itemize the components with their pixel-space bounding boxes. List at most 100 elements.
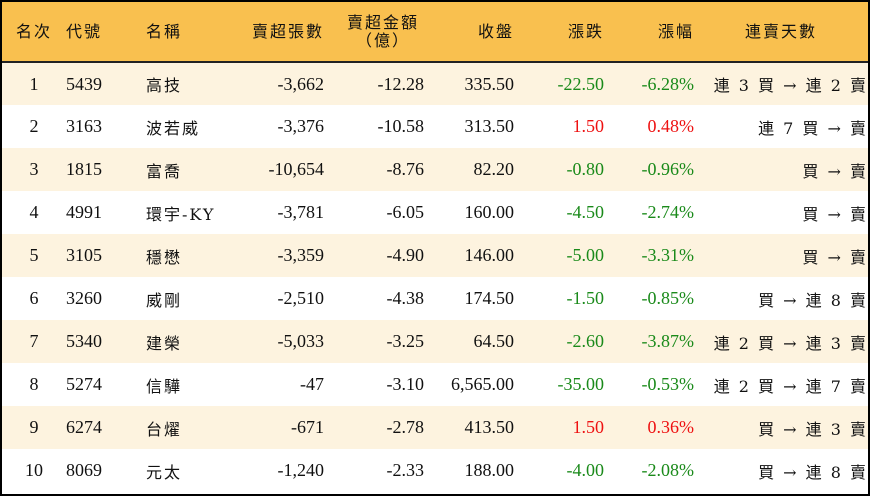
cell-net-sell-amount: -3.25 — [386, 331, 425, 351]
cell-change-pct: -6.28% — [641, 73, 695, 94]
cell-net-sell-amount: -8.76 — [386, 159, 425, 179]
cell-net-sell-lots: -3,376 — [277, 116, 325, 136]
cell-change: 1.50 — [572, 417, 605, 437]
table-row[interactable]: 7 5340 建榮 -5,033 -3.25 64.50 -2.60 -3.87… — [2, 320, 868, 363]
cell-net-sell-lots: -3,781 — [277, 202, 325, 222]
cell-streak: 買 → 連 3 賣 — [758, 419, 868, 439]
cell-streak: 買 → 賣 — [802, 204, 868, 224]
cell-name: 威剛 — [146, 290, 183, 310]
header-change-pct: 漲幅 — [604, 2, 694, 63]
cell-name: 信驊 — [146, 376, 183, 396]
cell-close: 82.20 — [473, 159, 515, 179]
table-row[interactable]: 8 5274 信驊 -47 -3.10 6,565.00 -35.00 -0.5… — [2, 363, 868, 406]
cell-rank: 3 — [29, 159, 39, 179]
table-row[interactable]: 10 8069 元太 -1,240 -2.33 188.00 -4.00 -2.… — [2, 449, 868, 492]
cell-rank: 2 — [29, 116, 39, 136]
cell-name: 元太 — [146, 462, 183, 482]
cell-change: -4.00 — [566, 460, 605, 480]
header-net-sell-lots: 賣超張數 — [234, 2, 324, 63]
cell-code: 5439 — [66, 73, 102, 94]
cell-change-pct: -2.08% — [641, 460, 695, 480]
table-row[interactable]: 2 3163 波若威 -3,376 -10.58 313.50 1.50 0.4… — [2, 105, 868, 148]
cell-rank: 4 — [29, 202, 39, 222]
cell-code: 8069 — [66, 460, 102, 480]
cell-code: 5274 — [66, 374, 102, 394]
header-rank: 名次 — [2, 2, 66, 63]
cell-change-pct: 0.36% — [647, 417, 695, 437]
cell-code: 4991 — [66, 202, 102, 222]
cell-close: 413.50 — [464, 417, 515, 437]
table-row[interactable]: 4 4991 環宇-KY -3,781 -6.05 160.00 -4.50 -… — [2, 191, 868, 234]
cell-net-sell-amount: -4.38 — [386, 288, 425, 308]
cell-net-sell-amount: -12.28 — [377, 73, 425, 94]
cell-streak: 連 7 買 → 賣 — [758, 118, 868, 138]
cell-change: -2.60 — [566, 331, 605, 351]
cell-net-sell-lots: -671 — [291, 417, 324, 437]
cell-close: 146.00 — [464, 245, 515, 265]
cell-rank: 7 — [29, 331, 39, 351]
cell-net-sell-amount: -3.10 — [386, 374, 425, 394]
table-row[interactable]: 6 3260 威剛 -2,510 -4.38 174.50 -1.50 -0.8… — [2, 277, 868, 320]
cell-streak: 連 2 買 → 連 3 賣 — [713, 333, 868, 353]
table-row[interactable]: 3 1815 富喬 -10,654 -8.76 82.20 -0.80 -0.9… — [2, 148, 868, 191]
cell-code: 5340 — [66, 331, 102, 351]
cell-rank: 9 — [29, 417, 39, 437]
cell-net-sell-lots: -10,654 — [268, 159, 325, 179]
table-body: 1 5439 高技 -3,662 -12.28 335.50 -22.50 -6… — [2, 62, 868, 492]
header-row: 名次 代號 名稱 賣超張數 賣超金額 （億） 收盤 漲跌 漲幅 連賣天數 — [2, 2, 868, 63]
cell-name: 穩懋 — [146, 247, 183, 267]
cell-name: 高技 — [146, 76, 183, 95]
cell-close: 313.50 — [464, 116, 515, 136]
header-code: 代號 — [66, 2, 138, 63]
cell-close: 174.50 — [464, 288, 515, 308]
cell-change-pct: -0.53% — [641, 374, 695, 394]
cell-change: -1.50 — [566, 288, 605, 308]
cell-name: 富喬 — [146, 161, 183, 181]
cell-change-pct: -3.87% — [641, 331, 695, 351]
header-streak: 連賣天數 — [694, 2, 868, 63]
header-net-sell-amount-line2: （億） — [355, 30, 410, 50]
cell-rank: 5 — [29, 245, 39, 265]
header-name: 名稱 — [138, 2, 234, 63]
header-close: 收盤 — [424, 2, 514, 63]
cell-streak: 買 → 賣 — [802, 161, 868, 181]
cell-net-sell-amount: -2.33 — [386, 460, 425, 480]
cell-rank: 10 — [25, 460, 43, 480]
table-row[interactable]: 5 3105 穩懋 -3,359 -4.90 146.00 -5.00 -3.3… — [2, 234, 868, 277]
cell-close: 335.50 — [464, 73, 515, 94]
cell-close: 6,565.00 — [451, 374, 514, 394]
cell-close: 160.00 — [464, 202, 515, 222]
cell-net-sell-lots: -3,359 — [277, 245, 325, 265]
cell-streak: 連 3 買 → 連 2 賣 — [713, 76, 868, 95]
cell-name: 環宇-KY — [146, 204, 216, 224]
table-row[interactable]: 9 6274 台燿 -671 -2.78 413.50 1.50 0.36% 買… — [2, 406, 868, 449]
cell-rank: 1 — [29, 73, 39, 94]
cell-net-sell-amount: -4.90 — [386, 245, 425, 265]
cell-code: 6274 — [66, 417, 102, 437]
cell-net-sell-lots: -3,662 — [277, 73, 325, 94]
header-net-sell-amount: 賣超金額 （億） — [324, 2, 424, 63]
cell-change-pct: -2.74% — [641, 202, 695, 222]
cell-change-pct: -3.31% — [641, 245, 695, 265]
cell-net-sell-lots: -47 — [300, 374, 324, 394]
cell-streak: 買 → 連 8 賣 — [758, 290, 868, 310]
cell-code: 3163 — [66, 116, 102, 136]
cell-change-pct: -0.85% — [641, 288, 695, 308]
cell-net-sell-amount: -6.05 — [386, 202, 425, 222]
cell-change-pct: 0.48% — [647, 116, 695, 136]
cell-rank: 8 — [29, 374, 39, 394]
cell-change: -22.50 — [557, 73, 605, 94]
cell-code: 3105 — [66, 245, 102, 265]
cell-name: 台燿 — [146, 419, 183, 439]
cell-net-sell-amount: -10.58 — [377, 116, 425, 136]
cell-change: 1.50 — [572, 116, 605, 136]
cell-streak: 連 2 買 → 連 7 賣 — [713, 376, 868, 396]
cell-change: -4.50 — [566, 202, 605, 222]
cell-change: -0.80 — [566, 159, 605, 179]
header-change: 漲跌 — [514, 2, 604, 63]
table-row[interactable]: 1 5439 高技 -3,662 -12.28 335.50 -22.50 -6… — [2, 62, 868, 105]
cell-close: 188.00 — [464, 460, 515, 480]
cell-close: 64.50 — [473, 331, 515, 351]
